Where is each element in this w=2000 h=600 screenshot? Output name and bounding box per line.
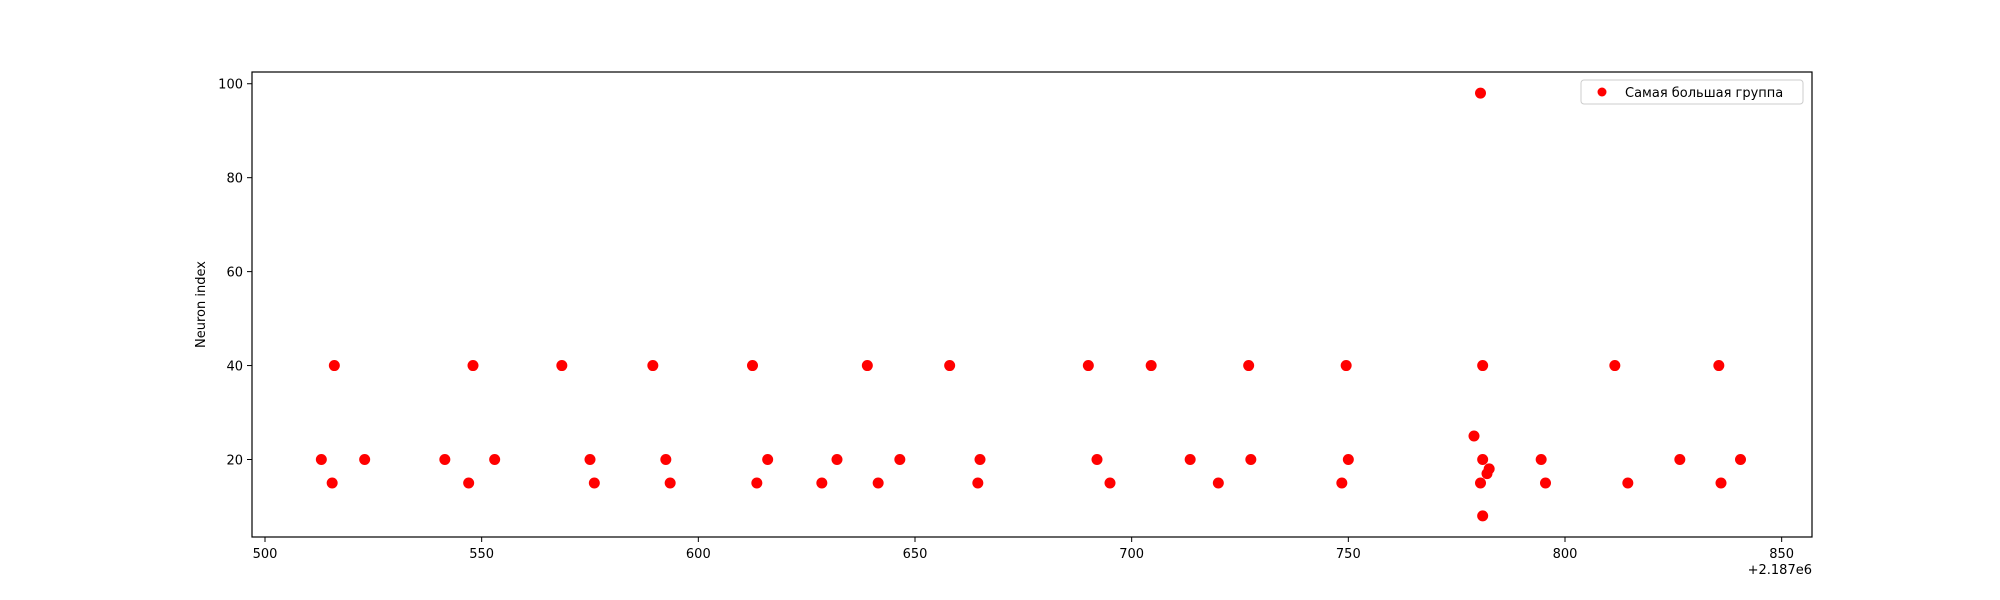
data-point — [1475, 477, 1486, 489]
data-point — [1622, 477, 1634, 489]
plot-frame — [251, 71, 1813, 538]
data-point — [1475, 87, 1486, 99]
legend-marker — [1597, 87, 1607, 97]
data-point — [359, 454, 371, 465]
x-tick-label: 850 — [1769, 547, 1794, 562]
data-point — [556, 360, 568, 372]
x-axis-offset-label: +2.187e6 — [1748, 563, 1812, 578]
data-point — [660, 454, 672, 465]
data-point — [1735, 454, 1746, 465]
data-point — [664, 477, 676, 489]
data-point — [1243, 360, 1255, 372]
data-point — [1609, 360, 1621, 372]
data-point — [1245, 454, 1257, 465]
data-point — [463, 477, 475, 489]
data-point — [762, 454, 774, 465]
data-point — [1212, 477, 1224, 489]
data-point — [894, 454, 906, 465]
data-point — [1104, 477, 1116, 489]
data-point — [584, 454, 596, 465]
data-point — [1477, 454, 1489, 465]
data-point — [1082, 360, 1094, 372]
y-tick-label: 100 — [218, 78, 243, 93]
y-axis-label: Neuron index — [194, 261, 209, 348]
y-tick-label: 40 — [226, 360, 243, 375]
data-point — [489, 454, 501, 465]
data-point — [1715, 477, 1727, 489]
x-tick-label: 800 — [1553, 547, 1578, 562]
data-point — [647, 360, 659, 372]
data-point — [588, 477, 600, 489]
data-point — [1483, 463, 1495, 475]
legend-box — [1580, 79, 1804, 105]
data-point — [974, 454, 986, 465]
data-point — [1340, 360, 1352, 372]
data-point — [467, 360, 479, 372]
legend-label: Самая большая группа — [1625, 86, 1783, 101]
data-point — [747, 360, 758, 372]
x-tick-label: 750 — [1336, 547, 1361, 562]
data-point — [1477, 360, 1489, 372]
data-point — [1336, 477, 1348, 489]
data-point — [1535, 454, 1547, 465]
points-layer — [315, 87, 1746, 522]
x-axis-ticks: 500 550 600 650 700 750 800 850 — [253, 537, 1794, 562]
data-point — [1184, 454, 1196, 465]
x-tick-label: 550 — [469, 547, 494, 562]
data-point — [1342, 454, 1354, 465]
y-tick-label: 20 — [226, 454, 243, 469]
data-point — [1674, 454, 1686, 465]
data-point — [1477, 510, 1489, 522]
data-point — [831, 454, 843, 465]
data-point — [315, 454, 327, 465]
x-tick-label: 600 — [686, 547, 711, 562]
data-point — [439, 454, 451, 465]
data-point — [1540, 477, 1551, 489]
data-point — [1091, 454, 1103, 465]
data-point — [751, 477, 763, 489]
data-point — [872, 477, 884, 489]
data-point — [1145, 360, 1157, 372]
data-point — [1468, 430, 1480, 442]
x-tick-label: 500 — [253, 547, 278, 562]
data-point — [328, 360, 340, 372]
data-point — [816, 477, 828, 489]
y-tick-label: 80 — [226, 172, 243, 187]
x-tick-label: 650 — [903, 547, 928, 562]
data-point — [1713, 360, 1725, 372]
data-point — [972, 477, 984, 489]
x-tick-label: 700 — [1119, 547, 1144, 562]
legend: Самая большая группа — [1580, 79, 1804, 105]
data-point — [861, 360, 873, 372]
data-point — [944, 360, 956, 372]
y-axis-ticks: 20 40 60 80 100 — [218, 78, 252, 469]
y-tick-label: 60 — [226, 266, 243, 281]
data-point — [326, 477, 338, 489]
